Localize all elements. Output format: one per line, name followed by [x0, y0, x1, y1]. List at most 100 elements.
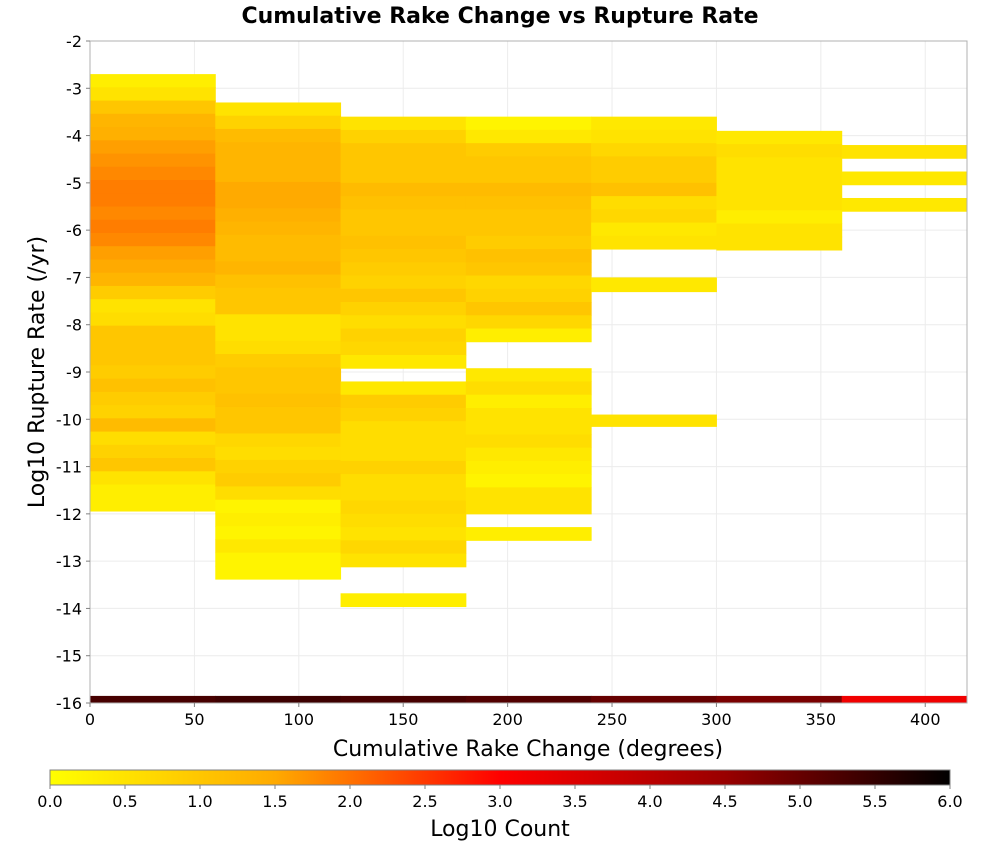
heatmap-cell: [591, 235, 717, 250]
heatmap-cell: [591, 156, 717, 171]
heatmap-cell: [215, 420, 342, 434]
heatmap-cell: [716, 170, 843, 185]
heatmap-cell: [340, 182, 467, 197]
heatmap-cell: [465, 421, 592, 435]
heatmap-cell: [215, 248, 342, 262]
x-tick-label: 300: [701, 710, 732, 729]
heatmap-cell: [340, 156, 467, 171]
heatmap-cell: [340, 421, 467, 435]
heatmap-cell: [340, 249, 467, 263]
heatmap-cell: [716, 236, 843, 251]
heatmap-cell: [465, 288, 592, 303]
heatmap-cell: [465, 235, 592, 250]
heatmap-cell: [340, 116, 467, 131]
colorbar-tick-label: 1.5: [262, 792, 287, 811]
heatmap-cell: [591, 169, 717, 184]
heatmap-cell: [591, 143, 717, 157]
heatmap-cell: [591, 222, 717, 237]
y-tick-label: -13: [56, 552, 82, 571]
heatmap-cell: [90, 127, 216, 141]
heatmap-cell: [465, 695, 592, 703]
heatmap-cell: [340, 474, 467, 488]
heatmap-cell: [465, 196, 592, 210]
heatmap-cell: [215, 393, 342, 408]
y-tick-label: -4: [66, 127, 82, 146]
chart-title: Cumulative Rake Change vs Rupture Rate: [241, 4, 758, 29]
heatmap-cell: [340, 196, 467, 210]
x-tick-label: 200: [492, 710, 523, 729]
heatmap-cell: [90, 180, 216, 194]
colorbar-gradient: [49, 769, 951, 786]
heatmap-cell: [90, 405, 216, 419]
heatmap-cell: [215, 486, 342, 501]
colorbar-tick-label: 5.0: [787, 792, 812, 811]
heatmap-cell: [340, 209, 467, 224]
colorbar-tick-label: 3.5: [562, 792, 587, 811]
heatmap-cell: [716, 183, 843, 198]
colorbar-tick-label: 4.0: [637, 792, 662, 811]
heatmap-cell: [716, 695, 843, 703]
y-tick-label: -7: [66, 268, 82, 287]
heatmap-cell: [591, 695, 717, 703]
heatmap-cell: [465, 182, 592, 197]
heatmap-cell: [90, 259, 216, 274]
heatmap-cell: [465, 129, 592, 144]
heatmap-cell: [340, 129, 467, 144]
heatmap-cell: [465, 209, 592, 224]
y-tick-label: -16: [56, 694, 82, 713]
heatmap-cell: [90, 100, 216, 115]
heatmap-cell: [215, 512, 342, 527]
heatmap-cell: [215, 473, 342, 487]
heatmap-cell: [465, 302, 592, 316]
heatmap-cell: [340, 527, 467, 541]
heatmap-cell: [340, 500, 467, 515]
heatmap-cell: [90, 418, 216, 433]
heatmap-cell: [716, 223, 843, 238]
heatmap-cell: [465, 169, 592, 184]
heatmap-cell: [340, 143, 467, 157]
heatmap-cell: [215, 433, 342, 448]
heatmap-cell: [716, 130, 843, 145]
colorbar: 0.0 0.5 1.0 1.5 2.0 2.5 3.0 3.5 4.0 4.5 5.0 5.5 6.0 …: [37, 769, 963, 842]
heatmap-cell: [841, 171, 968, 186]
heatmap-cell: [90, 299, 216, 313]
heatmap-cell: [340, 553, 467, 568]
heatmap-cell: [340, 315, 467, 329]
heatmap-cell: [591, 196, 717, 210]
plot-area: [89, 40, 968, 704]
heatmap-cell: [215, 195, 342, 209]
heatmap-cell: [215, 354, 342, 368]
heatmap-cell: [591, 116, 717, 131]
heatmap-cell: [90, 140, 216, 155]
x-tick-label: 250: [597, 710, 628, 729]
heatmap-cell: [215, 261, 342, 276]
heatmap-cell: [465, 262, 592, 277]
heatmap-cell: [591, 277, 717, 293]
heatmap-cell: [90, 166, 216, 181]
colorbar-ticks: 0.0 0.5 1.0 1.5 2.0 2.5 3.0 3.5 4.0 4.5 5.0 5.5 6.0: [37, 785, 963, 811]
colorbar-tick-label: 1.0: [187, 792, 212, 811]
y-tick-label: -8: [66, 316, 82, 335]
heatmap-cell: [465, 500, 592, 515]
heatmap-cell: [340, 328, 467, 343]
y-tick-label: -3: [66, 79, 82, 98]
colorbar-tick-label: 5.5: [862, 792, 887, 811]
heatmap-cell: [465, 328, 592, 343]
heatmap-cell: [340, 487, 467, 502]
x-axis-label: Cumulative Rake Change (degrees): [333, 737, 723, 762]
heatmap-cell: [340, 447, 467, 462]
heatmap-cell: [340, 381, 467, 396]
heatmap-cell: [215, 459, 342, 474]
heatmap-cell: [215, 327, 342, 342]
heatmap-cell: [340, 222, 467, 237]
heatmap-cell: [90, 285, 216, 300]
heatmap-cell: [215, 274, 342, 289]
colorbar-tick-label: 2.0: [337, 792, 362, 811]
heatmap-cell: [591, 414, 717, 427]
heatmap-cell: [465, 487, 592, 502]
heatmap-cell: [215, 301, 342, 315]
heatmap-cell: [90, 219, 216, 234]
heatmap-cell: [90, 497, 216, 512]
heatmap-cell: [90, 352, 216, 366]
